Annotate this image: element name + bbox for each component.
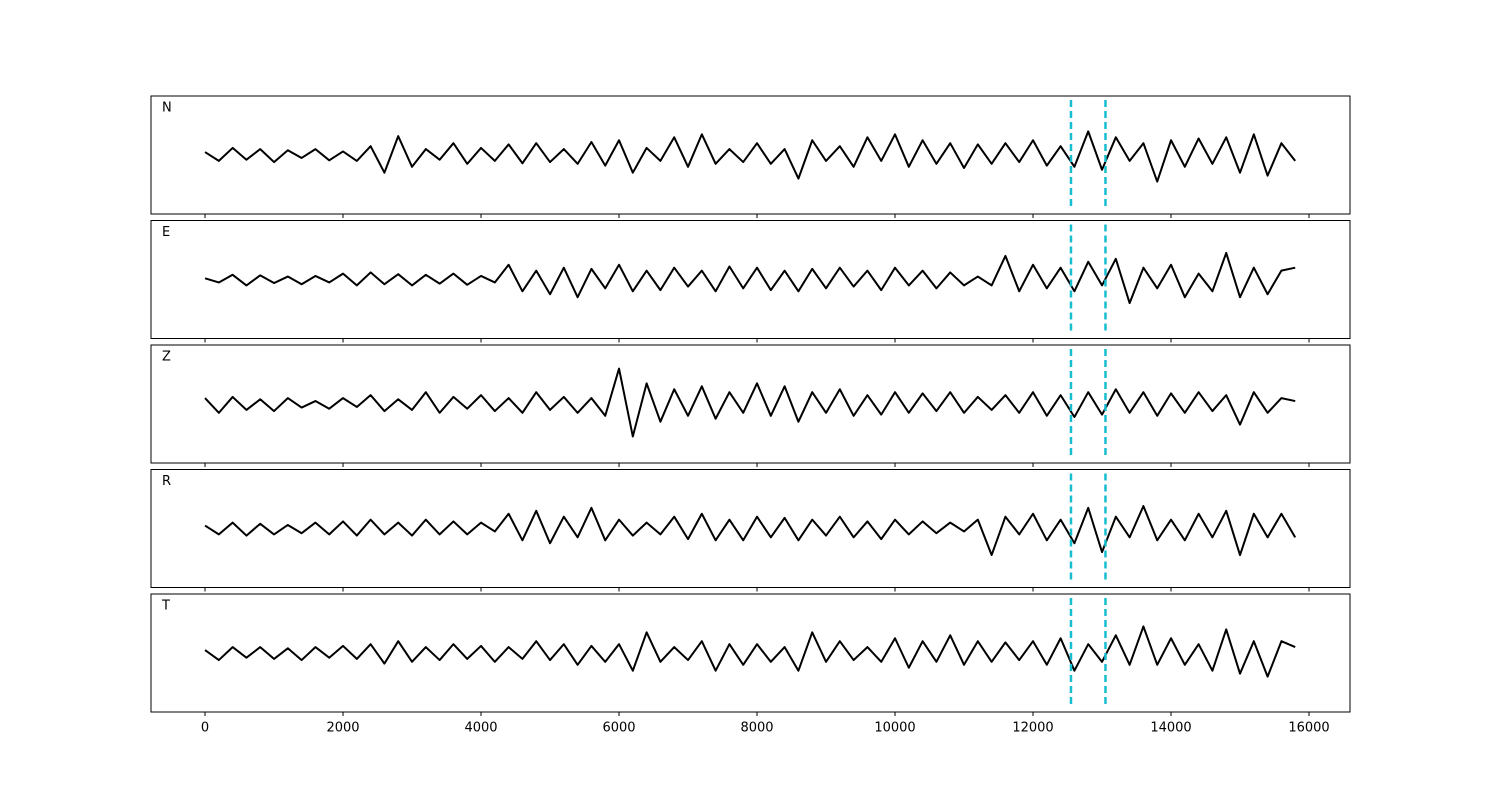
waveform — [204, 505, 1297, 557]
x-tick-label: 10000 — [874, 721, 915, 736]
x-tick-label: 8000 — [740, 721, 773, 736]
waveform — [204, 251, 1296, 305]
panel-frame — [150, 344, 1351, 464]
panel-frame — [150, 593, 1351, 713]
panel-label: R — [162, 474, 171, 489]
waveform — [204, 625, 1296, 678]
x-tick-label: 16000 — [1288, 721, 1329, 736]
panel-label: T — [161, 599, 170, 614]
panel-label: Z — [162, 350, 171, 365]
x-tick-label: 0 — [201, 721, 209, 736]
panel-label: E — [162, 225, 170, 240]
panel-frame — [150, 95, 1351, 215]
x-tick-label: 4000 — [464, 721, 497, 736]
panel-frame — [150, 469, 1351, 588]
x-tick-label: 6000 — [602, 721, 635, 736]
panel-label: N — [162, 101, 172, 116]
x-tick-label: 2000 — [326, 721, 359, 736]
waveform — [204, 130, 1296, 183]
panel-frame — [150, 220, 1351, 339]
x-tick-label: 14000 — [1150, 721, 1191, 736]
waveform — [204, 367, 1296, 438]
x-tick-label: 12000 — [1012, 721, 1053, 736]
